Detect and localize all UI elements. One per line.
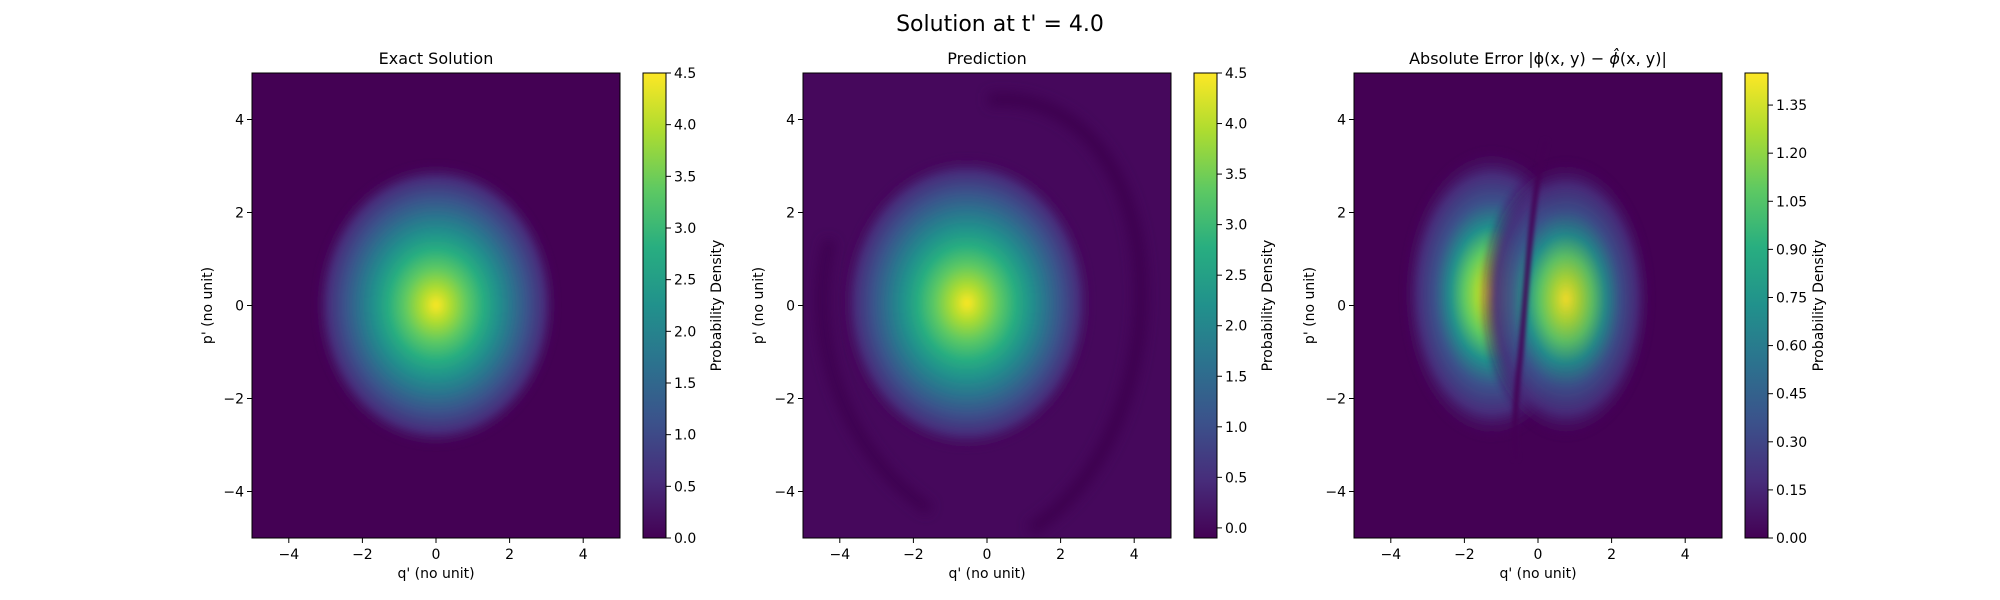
colorbar-tick-label: 0.5 [674,479,696,495]
y-tick-label: −4 [1325,485,1346,501]
colorbar-tick-label: 0.75 [1776,290,1807,306]
panel-exact-solution: Exact Solution −4 −4 −2 −2 0 0 2 2 4 4 q' (no unit… [200,49,725,582]
colorbar-tick-label: 1.20 [1776,146,1807,162]
colorbar-tick-label: 4.0 [674,118,696,134]
y-tick-label: 4 [235,113,244,129]
x-tick-label: −2 [903,547,924,563]
x-tick-label: 0 [432,547,441,563]
x-tick-label: 2 [1056,547,1065,563]
panel-prediction: Prediction −4 −4 −2 −2 0 0 2 2 4 4 q' (no unit) p' … [751,49,1276,582]
colorbar-tick-label: 3.5 [674,169,696,185]
colorbar-tick-label: 0.45 [1776,387,1807,403]
colorbar-label: Probability Density [709,240,725,372]
error-lobe-right [1478,157,1654,441]
colorbar [642,72,667,539]
colorbar-tick-label: 3.5 [1225,167,1247,183]
x-tick-label: 0 [983,547,992,563]
spiral-artifact [816,238,934,515]
colorbar-tick-label: 1.5 [1225,369,1247,385]
x-axis-label: q' (no unit) [397,566,474,582]
figure-title: Solution at t' = 4.0 [896,12,1104,37]
colorbar [1193,72,1218,539]
panel-title: Exact Solution [379,49,494,68]
colorbar-tick-label: 1.0 [674,428,696,444]
y-tick-label: 0 [1337,299,1346,315]
x-tick-label: 2 [1607,547,1616,563]
y-axis-label: p' (no unit) [200,267,216,344]
y-tick-label: 0 [786,299,795,315]
y-axis-label: p' (no unit) [1302,267,1318,344]
y-tick-label: −2 [774,392,795,408]
panel-title: Prediction [947,49,1026,68]
x-tick-label: 4 [579,547,588,563]
colorbar-tick-label: 1.35 [1776,98,1807,114]
colorbar-tick-label: 0.0 [674,531,696,547]
y-tick-label: 4 [786,113,795,129]
colorbar-tick-label: 4.5 [674,66,696,82]
y-tick-label: 4 [1337,113,1346,129]
colorbar-tick-label: 0.60 [1776,339,1807,355]
colorbar-tick-label: 1.0 [1225,420,1247,436]
y-tick-label: −2 [223,392,244,408]
panel-absolute-error: Absolute Error |ϕ(x, y) − ϕ̂(x, y)| −4 −4… [1302,48,1827,582]
colorbar-tick-label: 1.05 [1776,194,1807,210]
colorbar-tick-label: 2.5 [674,273,696,289]
colorbar-tick-label: 1.5 [674,376,696,392]
y-tick-label: 0 [235,299,244,315]
spiral-artifact [987,92,1148,537]
x-tick-label: 2 [505,547,514,563]
colorbar-tick-label: 4.0 [1225,117,1247,133]
colorbar-tick-label: 2.0 [674,324,696,340]
colorbar-tick-label: 0.30 [1776,435,1807,451]
x-tick-label: 4 [1681,547,1690,563]
colorbar [1744,72,1769,539]
panel-title: Absolute Error |ϕ(x, y) − ϕ̂(x, y)| [1409,48,1667,68]
colorbar-tick-label: 3.0 [1225,218,1247,234]
colorbar-tick-label: 2.0 [1225,319,1247,335]
x-tick-label: −4 [829,547,850,563]
x-tick-label: 4 [1130,547,1139,563]
y-tick-label: −4 [223,485,244,501]
colorbar-label: Probability Density [1811,240,1827,372]
colorbar-tick-label: 0.0 [1225,521,1247,537]
x-tick-label: −4 [278,547,299,563]
x-tick-label: 0 [1534,547,1543,563]
colorbar-tick-label: 0.15 [1776,483,1807,499]
x-tick-label: −4 [1380,547,1401,563]
x-axis-label: q' (no unit) [948,566,1025,582]
colorbar-tick-label: 3.0 [674,221,696,237]
zero-error-line [1512,139,1549,461]
y-tick-label: −2 [1325,392,1346,408]
colorbar-label: Probability Density [1260,240,1276,372]
colorbar-tick-label: 4.5 [1225,66,1247,82]
colorbar-tick-label: 2.5 [1225,268,1247,284]
colorbar-tick-label: 0.00 [1776,531,1807,547]
y-tick-label: 2 [1337,206,1346,222]
colorbar-tick-label: 0.90 [1776,242,1807,258]
density-field [839,153,1095,453]
y-tick-label: 2 [235,206,244,222]
x-tick-label: −2 [1454,547,1475,563]
x-tick-label: −2 [352,547,373,563]
y-tick-label: −4 [774,485,795,501]
y-tick-label: 2 [786,206,795,222]
x-axis-label: q' (no unit) [1499,566,1576,582]
colorbar-tick-label: 0.5 [1225,470,1247,486]
y-axis-label: p' (no unit) [751,267,767,344]
density-field [312,160,560,450]
